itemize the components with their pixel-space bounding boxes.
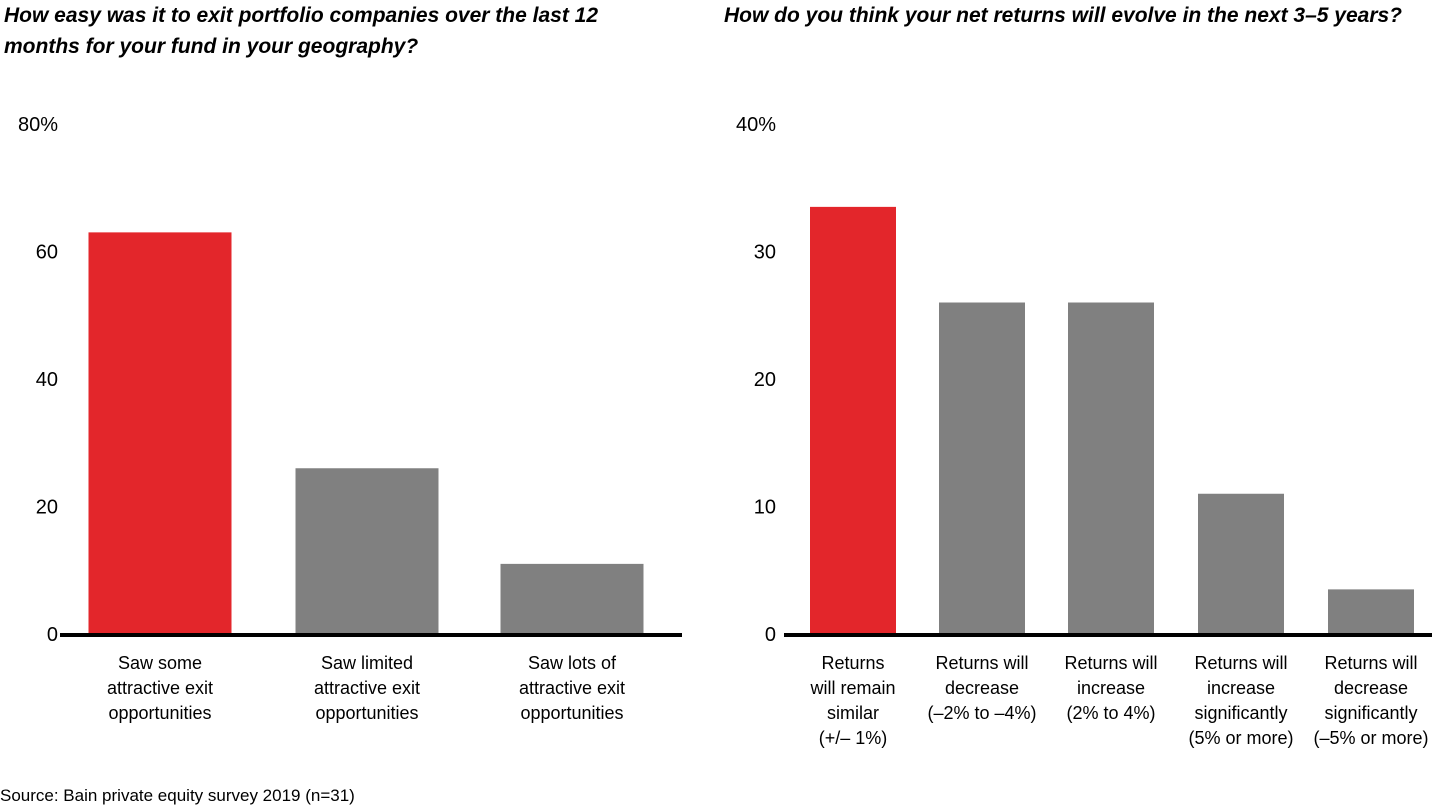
left-category-label-line: attractive exit [314,678,420,698]
left-category-label-line: opportunities [315,703,418,723]
right-category-label-line: significantly [1324,703,1417,723]
left-bar [88,232,232,634]
right-bar [939,302,1025,634]
left-category-label-line: opportunities [520,703,623,723]
left-y-tick-label: 20 [36,497,58,519]
right-category-label-line: (5% or more) [1188,728,1293,748]
right-category-label-line: decrease [1334,678,1408,698]
right-category-label-line: Returns [821,653,884,673]
right-category-label-line: (2% to 4%) [1066,703,1155,723]
left-bar [500,563,644,634]
right-bar [1328,589,1414,634]
left-category-label-line: Saw lots of [528,653,617,673]
source-note: Source: Bain private equity survey 2019 … [0,786,355,805]
right-y-tick-label: 0 [765,624,776,646]
right-category-label-line: (+/– 1%) [819,728,888,748]
right-chart-title: How do you think your net returns will e… [724,4,1402,27]
right-category-label-line: increase [1077,678,1145,698]
right-category-label-line: significantly [1194,703,1287,723]
right-y-tick-label: 10 [754,497,776,519]
right-category-label-line: will remain [809,678,895,698]
left-bar [295,468,439,634]
left-category-label-line: attractive exit [519,678,625,698]
right-category-label-line: (–2% to –4%) [927,703,1036,723]
left-y-tick-label: 60 [36,242,58,264]
left-y-tick-label: 80% [18,114,58,136]
right-category-label: Returns will remain similar (+/– 1%) [809,653,895,748]
left-category-label: Saw lots of attractive exit opportunities [519,653,625,723]
left-category-label: Saw limited attractive exit opportunities [314,653,420,723]
left-y-tick-label: 0 [47,624,58,646]
right-category-label: Returns will decrease significantly (–5% or… [1313,653,1428,748]
right-category-label: Returns will increase significantly (5% or … [1188,653,1293,748]
right-category-label-line: increase [1207,678,1275,698]
left-category-label-line: Saw limited [321,653,413,673]
right-category-label-line: Returns will [1064,653,1157,673]
left-chart-title: How easy was it to exit portfolio compan… [4,4,598,58]
left-category-label: Saw some attractive exit opportunities [107,653,213,723]
right-bar [1198,493,1284,634]
right-category-label: Returns will increase (2% to 4%) [1064,653,1157,723]
right-y-tick-label: 40% [736,114,776,136]
right-category-label: Returns will decrease (–2% to –4%) [927,653,1036,723]
right-category-label-line: decrease [945,678,1019,698]
right-category-label-line: Returns will [935,653,1028,673]
right-y-tick-label: 20 [754,369,776,391]
right-category-label-line: Returns will [1194,653,1287,673]
right-category-label-line: similar [827,703,879,723]
left-y-tick-label: 40 [36,369,58,391]
right-y-tick-label: 30 [754,242,776,264]
right-category-label-line: Returns will [1324,653,1417,673]
left-category-label-line: Saw some [118,653,202,673]
right-bar [1068,302,1154,634]
left-category-label-line: opportunities [108,703,211,723]
right-bar [810,206,896,634]
left-category-label-line: attractive exit [107,678,213,698]
right-category-label-line: (–5% or more) [1313,728,1428,748]
